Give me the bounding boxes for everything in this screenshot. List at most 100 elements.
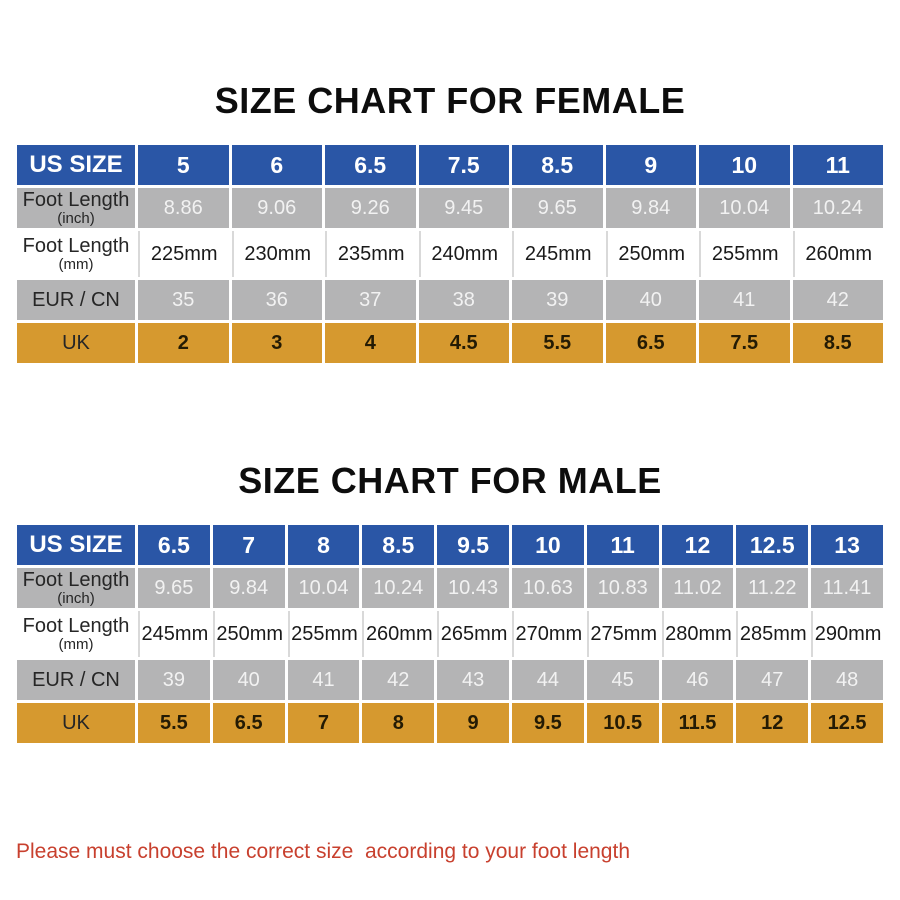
foot-length-mm-value: 240mm [418,231,509,277]
female-size-chart-section: SIZE CHART FOR FEMALE US SIZE 5 6 6.5 7.5 8.5… [0,0,900,366]
uk-value: 2 [138,323,229,363]
us-size-header-row: US SIZE 5 6 6.5 7.5 8.5 9 10 11 [17,145,883,185]
eur-cn-value: 41 [699,280,790,320]
eur-cn-value: 40 [605,280,696,320]
female-size-table: US SIZE 5 6 6.5 7.5 8.5 9 10 11 Foot Length (inch)… [14,142,886,366]
uk-value: 6.5 [212,703,285,743]
foot-length-mm-label: Foot Length (mm) [17,611,135,657]
foot-length-mm-value: 235mm [325,231,416,277]
uk-value: 12.5 [811,703,883,743]
us-size-value: 9 [605,145,696,185]
foot-length-inch-label: Foot Length (inch) [17,568,135,608]
foot-length-inch-row: Foot Length (inch) 9.65 9.84 10.04 10.24 10.43… [17,568,883,608]
foot-length-mm-value: 255mm [699,231,790,277]
uk-value: 9 [437,703,509,743]
uk-value: 5.5 [138,703,210,743]
foot-length-mm-row: Foot Length (mm) 225mm 230mm 235mm 240mm 245mm… [17,231,883,277]
eur-cn-label: EUR / CN [17,280,135,320]
foot-length-inch-value: 9.65 [138,568,210,608]
note-choose-correct-size: Please must choose the correct size acco… [16,840,630,863]
uk-label: UK [17,703,135,743]
us-size-value: 11 [586,525,659,565]
foot-length-inch-row: Foot Length (inch) 8.86 9.06 9.26 9.45 9.65 9.8… [17,188,883,228]
us-size-header-label: US SIZE [17,525,135,565]
eur-cn-value: 40 [212,660,285,700]
foot-length-mm-value: 245mm [512,231,603,277]
uk-value: 4.5 [418,323,509,363]
foot-length-inch-value: 10.43 [437,568,509,608]
uk-value: 3 [231,323,322,363]
foot-length-inch-value: 11.22 [736,568,809,608]
us-size-value: 10 [699,145,790,185]
uk-label: UK [17,323,135,363]
eur-cn-value: 47 [736,660,809,700]
foot-length-inch-value: 9.84 [605,188,696,228]
foot-length-mm-value: 270mm [511,611,584,657]
foot-length-mm-value: 260mm [792,231,883,277]
uk-value: 7.5 [699,323,790,363]
uk-value: 12 [736,703,809,743]
eur-cn-value: 45 [586,660,659,700]
eur-cn-value: 41 [287,660,360,700]
foot-length-mm-label: Foot Length (mm) [17,231,135,277]
foot-length-mm-value: 245mm [138,611,210,657]
eur-cn-label: EUR / CN [17,660,135,700]
male-chart-title: SIZE CHART FOR MALE [238,460,662,501]
eur-cn-value: 42 [362,660,435,700]
eur-cn-value: 43 [437,660,509,700]
eur-cn-value: 38 [418,280,509,320]
uk-value: 11.5 [661,703,734,743]
foot-length-mm-value: 290mm [811,611,883,657]
eur-cn-value: 48 [811,660,883,700]
us-size-value: 7.5 [418,145,509,185]
uk-value: 7 [287,703,360,743]
uk-value: 6.5 [605,323,696,363]
us-size-value: 7 [212,525,285,565]
foot-length-inch-value: 10.63 [511,568,584,608]
eur-cn-value: 36 [231,280,322,320]
foot-length-inch-value: 9.84 [212,568,285,608]
foot-length-inch-value: 8.86 [138,188,229,228]
foot-length-mm-value: 250mm [605,231,696,277]
foot-length-inch-value: 9.65 [512,188,603,228]
foot-length-inch-value: 10.04 [699,188,790,228]
uk-row: UK 2 3 4 4.5 5.5 6.5 7.5 8.5 [17,323,883,363]
uk-value: 8.5 [792,323,883,363]
uk-value: 8 [362,703,435,743]
uk-value: 5.5 [512,323,603,363]
us-size-value: 8.5 [362,525,435,565]
foot-length-inch-label: Foot Length (inch) [17,188,135,228]
foot-length-inch-value: 11.02 [661,568,734,608]
foot-length-mm-value: 225mm [138,231,229,277]
uk-value: 10.5 [586,703,659,743]
eur-cn-value: 39 [138,660,210,700]
eur-cn-row: EUR / CN 39 40 41 42 43 44 45 46 47 48 [17,660,883,700]
us-size-header-label: US SIZE [17,145,135,185]
foot-length-mm-value: 230mm [231,231,322,277]
us-size-value: 6.5 [325,145,416,185]
eur-cn-value: 35 [138,280,229,320]
foot-length-mm-value: 255mm [287,611,360,657]
us-size-value: 6 [231,145,322,185]
us-size-value: 11 [792,145,883,185]
us-size-value: 12.5 [736,525,809,565]
uk-row: UK 5.5 6.5 7 8 9 9.5 10.5 11.5 12 12.5 [17,703,883,743]
uk-value: 9.5 [511,703,584,743]
foot-length-inch-value: 10.24 [362,568,435,608]
us-size-value: 12 [661,525,734,565]
foot-length-mm-value: 285mm [736,611,809,657]
us-size-value: 10 [511,525,584,565]
male-size-chart-section: SIZE CHART FOR MALE US SIZE 6.5 7 8 8.5 9.5 10… [0,366,900,746]
us-size-header-row: US SIZE 6.5 7 8 8.5 9.5 10 11 12 12.5 13 [17,525,883,565]
female-chart-title: SIZE CHART FOR FEMALE [214,80,686,121]
us-size-value: 13 [811,525,883,565]
eur-cn-value: 37 [325,280,416,320]
foot-length-mm-value: 260mm [362,611,435,657]
us-size-value: 5 [138,145,229,185]
eur-cn-value: 46 [661,660,734,700]
us-size-value: 9.5 [437,525,509,565]
foot-length-inch-value: 9.06 [231,188,322,228]
footnotes: Please must choose the correct size acco… [16,792,900,900]
us-size-value: 8 [287,525,360,565]
